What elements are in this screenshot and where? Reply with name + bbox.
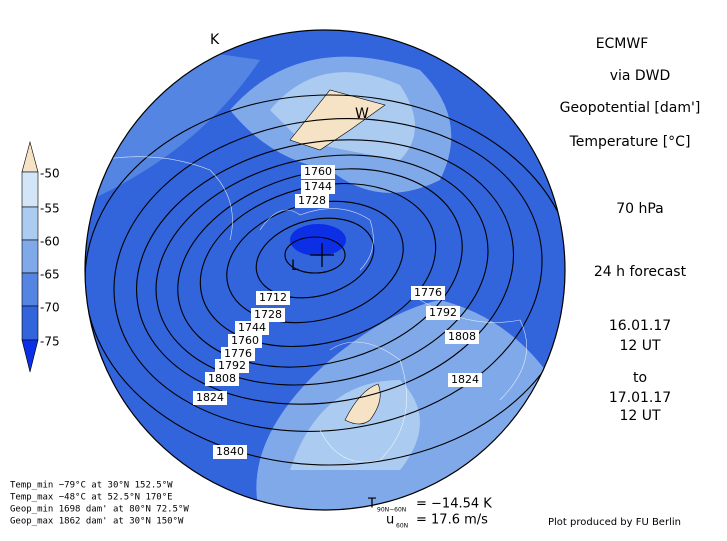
contour-label-box — [193, 391, 227, 405]
cold-marker: L — [291, 258, 299, 274]
contours — [85, 94, 565, 466]
contour-label-box — [213, 445, 247, 459]
globe — [85, 30, 565, 510]
warm-marker-2: K — [210, 32, 220, 48]
contour-label: 1808 — [208, 372, 236, 385]
contour-label-box — [301, 180, 335, 194]
t-value: = −14.54 K — [416, 497, 492, 512]
to: to — [633, 370, 647, 386]
contour-label-box — [445, 330, 479, 344]
contour-label: 1792 — [429, 306, 457, 319]
contour-label-box — [426, 306, 460, 320]
contour-label-box — [295, 194, 329, 208]
globe-outline — [84, 29, 566, 511]
contour-label-box — [205, 372, 239, 386]
colorbar-label: -75 — [40, 335, 60, 349]
contour-label: 1760 — [304, 165, 332, 178]
contour-label: 1744 — [304, 180, 332, 193]
contour-label-box — [448, 373, 482, 387]
contour-label-box — [256, 291, 290, 305]
level: 70 hPa — [616, 201, 664, 217]
contour-label: 1712 — [259, 291, 287, 304]
contour-labels: 1760174417281712172817441760177617921808… — [193, 165, 482, 459]
t-symbol: T — [367, 497, 376, 512]
from-date: 16.01.17 — [609, 318, 671, 334]
contour-label: 1744 — [238, 321, 266, 334]
to-date: 17.01.17 — [609, 390, 671, 406]
source: via DWD — [610, 68, 671, 84]
contour-label-box — [221, 347, 255, 361]
field2: Temperature [°C] — [569, 134, 691, 150]
forecast: 24 h forecast — [594, 264, 687, 280]
t-sub: 90N−60N — [377, 507, 406, 514]
colorbar-label: -50 — [40, 167, 60, 181]
contour-label-box — [411, 286, 445, 300]
from-time: 12 UT — [619, 338, 661, 354]
u-sub: 60N — [396, 523, 408, 530]
u-value: = 17.6 m/s — [416, 513, 488, 528]
colorbar-box — [21, 206, 39, 241]
colorbar-box — [21, 239, 39, 274]
to-time: 12 UT — [619, 408, 661, 424]
contour-label: 1760 — [231, 334, 259, 347]
contour-label: 1792 — [218, 359, 246, 372]
field1: Geopotential [dam'] — [560, 100, 701, 116]
warm-marker: W — [355, 106, 369, 122]
stat: Temp_min −79°C at 30°N 152.5°W — [10, 481, 173, 491]
contour-label-box — [301, 165, 335, 179]
u-symbol: u — [386, 513, 394, 528]
contour-label: 1840 — [216, 445, 244, 458]
contour-label: 1808 — [448, 330, 476, 343]
contour-label: 1776 — [224, 347, 252, 360]
colorbar-top — [21, 140, 39, 173]
stat: Geop_max 1862 dam' at 30°N 150°W — [10, 517, 184, 527]
pole-cross — [310, 243, 334, 267]
colorbar-bottom — [21, 339, 39, 373]
contour-label: 1728 — [298, 194, 326, 207]
colorbar-box — [21, 305, 39, 341]
contour-label-box — [235, 321, 269, 335]
colorbar-label: -60 — [40, 235, 60, 249]
contour-label: 1824 — [451, 373, 479, 386]
credit: Plot produced by FU Berlin — [548, 517, 681, 528]
title: ECMWF — [596, 36, 649, 52]
contour-label: 1728 — [254, 308, 282, 321]
colorbar-label: -65 — [40, 268, 60, 282]
colorbar: -50 -55 -60 -65 -70 -75 — [21, 140, 60, 373]
colorbar-label: -70 — [40, 301, 60, 315]
contour-label-box — [215, 359, 249, 373]
contour-label: 1776 — [414, 286, 442, 299]
contour-label-box — [251, 308, 285, 322]
colorbar-box — [21, 272, 39, 307]
stat: Geop_min 1698 dam' at 80°N 72.5°W — [10, 505, 189, 515]
contour-label-box — [228, 334, 262, 348]
colorbar-box — [21, 171, 39, 208]
colorbar-label: -55 — [40, 202, 60, 216]
contour-label: 1824 — [196, 391, 224, 404]
stat: Temp_max −48°C at 52.5°N 170°E — [10, 493, 173, 503]
